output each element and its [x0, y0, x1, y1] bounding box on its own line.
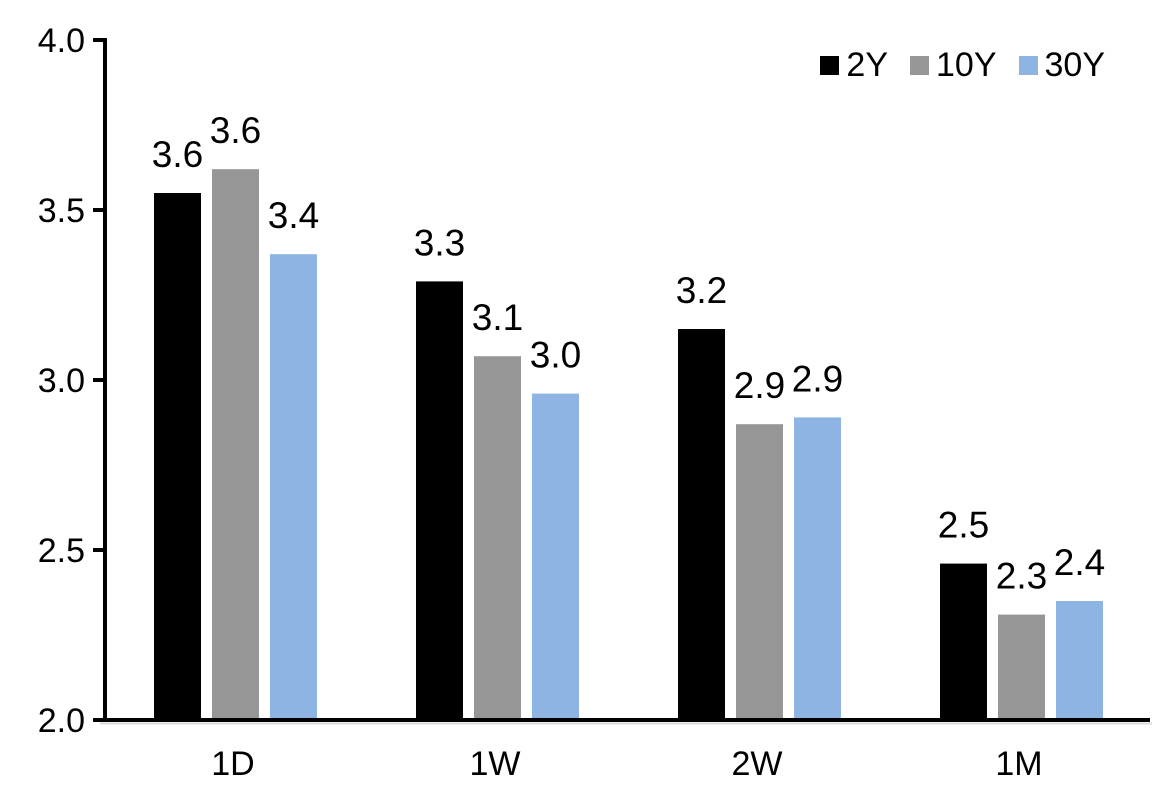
legend-label-30y: 30Y [1044, 46, 1106, 84]
legend-item-2y: 2Y [820, 48, 888, 82]
legend-swatch-10y-icon [910, 55, 929, 75]
bar-1D-10Y [212, 169, 259, 720]
data-label-1D-30Y: 3.4 [268, 195, 319, 236]
bar-1D-30Y [270, 254, 317, 720]
x-tick-label-2W: 2W [732, 745, 783, 783]
data-label-2W-2Y: 3.2 [676, 270, 727, 311]
data-label-1W-10Y: 3.1 [472, 297, 523, 338]
bar-2W-2Y [678, 329, 725, 720]
data-label-1W-2Y: 3.3 [414, 222, 465, 263]
data-label-1M-30Y: 2.4 [1054, 542, 1105, 583]
bar-1W-2Y [416, 281, 463, 720]
bar-1M-10Y [998, 614, 1045, 720]
bar-1W-10Y [474, 356, 521, 720]
y-tick-label-4.0: 4.0 [38, 22, 85, 60]
y-tick-label-3.0: 3.0 [38, 362, 85, 400]
data-label-1W-30Y: 3.0 [530, 335, 581, 376]
legend-label-10y: 10Y [936, 46, 997, 84]
bar-1M-2Y [940, 563, 987, 720]
legend-swatch-2y-icon [820, 55, 840, 75]
data-label-1D-10Y: 3.6 [210, 110, 261, 151]
data-label-1D-2Y: 3.6 [152, 134, 203, 175]
data-label-2W-30Y: 2.9 [792, 358, 843, 399]
y-tick-label-2.0: 2.0 [38, 702, 85, 740]
data-label-2W-10Y: 2.9 [734, 365, 785, 406]
legend-item-30y: 30Y [1018, 46, 1106, 84]
legend-label-2y: 2Y [846, 46, 888, 84]
legend-swatch-30y-icon [1018, 55, 1038, 75]
y-tick-label-2.5: 2.5 [38, 532, 85, 570]
x-tick-label-1M: 1M [995, 745, 1042, 783]
x-tick-label-1W: 1W [470, 745, 521, 783]
bar-2W-10Y [736, 424, 783, 720]
bar-1W-30Y [532, 393, 579, 720]
data-label-1M-10Y: 2.3 [996, 556, 1047, 597]
bar-2W-30Y [794, 417, 841, 720]
bar-1M-30Y [1056, 601, 1103, 720]
data-label-1M-2Y: 2.5 [938, 505, 989, 546]
bar-1D-2Y [154, 193, 201, 720]
y-tick-label-3.5: 3.5 [38, 192, 85, 230]
chart-legend: 2Y 10Y 30Y [820, 48, 1105, 82]
legend-item-10y: 10Y [910, 48, 997, 82]
x-tick-label-1D: 1D [211, 745, 254, 783]
